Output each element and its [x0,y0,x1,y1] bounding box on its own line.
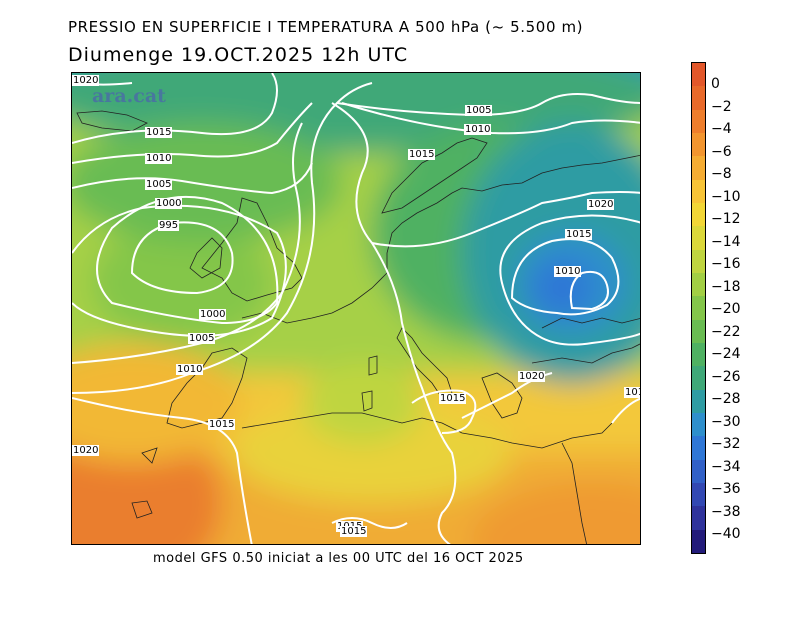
colorbar-swatch [692,109,705,134]
isobar-label: 1005 [188,333,216,344]
colorbar-swatch [692,296,705,321]
colorbar-tick-label: −36 [711,481,741,497]
isobar-label: 1010 [176,364,204,375]
colorbar-swatch [692,86,705,111]
colorbar-swatch [692,366,705,391]
colorbar-tick-label: −4 [711,121,732,137]
ara-cat-logo: ara.cat [92,85,166,107]
isobar-label: 1010 [145,153,173,164]
colorbar-tick-label: −18 [711,278,741,295]
colorbar-tick-label: 0 [711,76,720,92]
colorbar-swatch [692,389,705,414]
map-title: PRESSIO EN SUPERFICIE I TEMPERATURA A 50… [68,18,584,36]
map-canvas [72,73,640,544]
isobar-label: 1015 [408,149,436,160]
isobar-label: 1000 [155,198,183,209]
colorbar-swatch [692,226,705,251]
isobar-label: 1015 [565,229,593,240]
isobar-label: 995 [158,220,180,231]
colorbar-tick-label: −40 [711,526,741,542]
colorbar-tick-label: −34 [711,458,741,475]
isobar-label: 1020 [518,371,546,382]
model-run-info: model GFS 0.50 iniciat a les 00 UTC del … [153,551,524,566]
colorbar-swatch [692,413,705,437]
colorbar-swatch [692,436,705,461]
isobar-label: 1005 [465,105,493,116]
colorbar-swatch [692,203,705,227]
colorbar-tick-label: −30 [711,413,741,430]
isobar-label: 1000 [199,309,227,320]
colorbar-swatch [692,273,705,297]
isobar-label: 1020 [587,199,615,210]
colorbar-tick-label: −32 [711,436,741,452]
colorbar-swatch [692,506,705,531]
isobar-label: 1020 [72,75,100,86]
colorbar-swatch [692,529,705,554]
isobar-lines [72,73,640,544]
isobar-label: 1015 [340,526,368,537]
colorbar-tick-label: −24 [711,346,741,362]
colorbar-swatch [692,63,705,87]
isobar-label: 1015 [439,393,467,404]
colorbar-tick-label: −26 [711,368,741,385]
weather-map: ara.cat 1020 1015 1010 1005 1000 995 100… [71,72,641,545]
temperature-field [72,73,640,544]
colorbar-swatch [692,249,705,274]
colorbar-tick-label: −2 [711,98,732,115]
forecast-date: Diumenge 19.OCT.2025 12h UTC [68,44,409,66]
colorbar-swatch [692,133,705,157]
colorbar-tick-label: −10 [711,188,741,205]
colorbar-tick-label: −38 [711,503,741,520]
colorbar-swatch [692,156,705,181]
isobar-label: 1020 [72,445,100,456]
colorbar-tick-label: −22 [711,323,741,340]
isobar-label: 1010 [464,124,492,135]
colorbar-swatch [692,343,705,367]
isobar-label: 1015 [208,419,236,430]
colorbar-tick-label: −12 [711,211,741,227]
isobar-label: 1005 [145,179,173,190]
temperature-colorbar [691,62,706,554]
colorbar-tick-label: −28 [711,391,741,407]
colorbar-tick-label: −8 [711,166,732,182]
isobar-label: 1015 [145,127,173,138]
colorbar-tick-label: −20 [711,301,741,317]
colorbar-tick-label: −14 [711,233,741,250]
colorbar-tick-label: −16 [711,256,741,272]
colorbar-swatch [692,179,705,204]
isobar-label: 101 [624,387,640,398]
isobar-label: 1010 [554,266,582,277]
colorbar-swatch [692,483,705,507]
colorbar-swatch [692,459,705,484]
colorbar-tick-label: −6 [711,143,732,160]
colorbar-swatch [692,319,705,344]
